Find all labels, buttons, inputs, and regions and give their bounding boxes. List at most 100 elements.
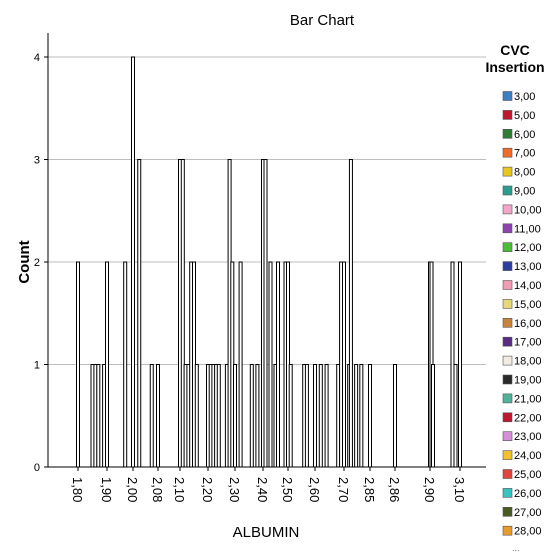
legend-swatch	[502, 129, 513, 139]
bar	[431, 364, 435, 468]
legend-label: 11,00	[514, 223, 541, 235]
legend-swatch	[502, 147, 513, 158]
bar	[249, 364, 254, 468]
bar	[304, 364, 309, 468]
x-tick-label: 2,90	[422, 477, 437, 502]
legend-swatch	[502, 431, 513, 442]
legend-swatch	[502, 317, 513, 328]
bar	[342, 261, 346, 468]
legend-more: ...	[512, 543, 520, 553]
bar	[96, 364, 101, 468]
x-tick-label: 1,80	[70, 477, 85, 502]
x-tick-label: 2,60	[307, 477, 322, 502]
bar	[313, 364, 317, 468]
x-tick-label: 3,10	[452, 477, 467, 502]
legend-swatch	[502, 91, 513, 101]
legend-swatch	[502, 110, 513, 120]
x-tick-label: 2,08	[150, 477, 165, 502]
bar	[458, 261, 462, 468]
bar	[263, 159, 268, 468]
bar	[359, 364, 364, 468]
legend-label: 8,00	[514, 167, 535, 179]
legend-label: 25,00	[514, 469, 542, 481]
y-tick-label: 3	[34, 155, 40, 167]
y-axis-ticks: 0 1 2 3 4	[34, 52, 48, 474]
legend-label: 14,00	[514, 280, 542, 292]
legend-label: 17,00	[514, 337, 542, 349]
y-tick-label: 2	[34, 257, 40, 269]
legend-swatch	[502, 242, 513, 252]
bar	[268, 261, 273, 468]
legend-label: 24,00	[514, 450, 542, 462]
legend-label: 12,00	[514, 242, 542, 254]
bar	[137, 159, 142, 468]
legend-label: 21,00	[514, 393, 542, 405]
bar	[368, 364, 372, 468]
legend-swatch	[502, 204, 513, 215]
legend-title: CVC	[500, 42, 530, 58]
bar	[131, 56, 135, 468]
legend-label: 7,00	[514, 148, 535, 160]
legend-swatch	[502, 280, 513, 290]
y-tick-label: 4	[34, 52, 40, 64]
bar	[348, 159, 353, 468]
legend-swatch	[502, 261, 513, 271]
bar	[453, 364, 458, 468]
bar	[276, 261, 280, 468]
bar	[393, 364, 397, 468]
legend-label: 28,00	[514, 526, 542, 538]
legend-label: 13,00	[514, 261, 542, 273]
legend-label: 5,00	[514, 110, 535, 122]
legend-label: 6,00	[514, 129, 535, 141]
x-tick-label: 2,86	[387, 477, 402, 502]
bar	[156, 364, 160, 468]
legend-label: 23,00	[514, 431, 542, 443]
legend-label: 16,00	[514, 318, 542, 330]
legend-label: 10,00	[514, 204, 542, 216]
legend-swatch	[502, 393, 513, 404]
bar	[318, 364, 323, 468]
legend-label: 18,00	[514, 356, 542, 368]
bar	[238, 261, 243, 468]
bar	[123, 261, 128, 468]
legend-label: 3,00	[514, 91, 535, 103]
legend-label: 15,00	[514, 299, 542, 311]
bar	[255, 364, 260, 468]
bar	[76, 261, 80, 468]
bars	[76, 56, 462, 468]
legend-swatch	[502, 450, 513, 460]
legend-swatch	[502, 374, 513, 385]
legend-swatch	[502, 412, 513, 423]
legend-swatch	[502, 525, 513, 536]
x-tick-label: 1,90	[99, 477, 114, 502]
x-tick-label: 2,50	[280, 477, 295, 502]
legend-swatch	[502, 355, 513, 366]
bar	[105, 261, 109, 468]
bar	[324, 364, 329, 468]
legend-swatch	[502, 299, 513, 309]
legend-label: 27,00	[514, 507, 542, 519]
legend-swatch	[502, 166, 513, 177]
legend-swatch	[502, 223, 513, 234]
x-tick-label: 2,85	[362, 477, 377, 502]
chart-title: Bar Chart	[290, 12, 355, 29]
legend-label: 22,00	[514, 412, 542, 424]
x-tick-label: 2,30	[227, 477, 242, 502]
y-axis-label: Count	[16, 240, 33, 283]
x-tick-label: 2,20	[200, 477, 215, 502]
x-tick-label: 2,70	[336, 477, 351, 502]
x-axis-label: ALBUMIN	[233, 524, 300, 541]
axes	[47, 33, 486, 468]
bar	[149, 364, 154, 468]
legend-label: 19,00	[514, 375, 542, 387]
legend-swatch	[502, 336, 513, 347]
x-tick-label: 2,40	[255, 477, 270, 502]
bar	[354, 364, 359, 468]
bar	[233, 364, 237, 468]
x-tick-label: 2,00	[125, 477, 140, 502]
bar	[194, 364, 199, 468]
legend-swatch	[502, 488, 513, 498]
legend-swatch	[502, 185, 513, 196]
legend-label: 9,00	[514, 186, 535, 198]
